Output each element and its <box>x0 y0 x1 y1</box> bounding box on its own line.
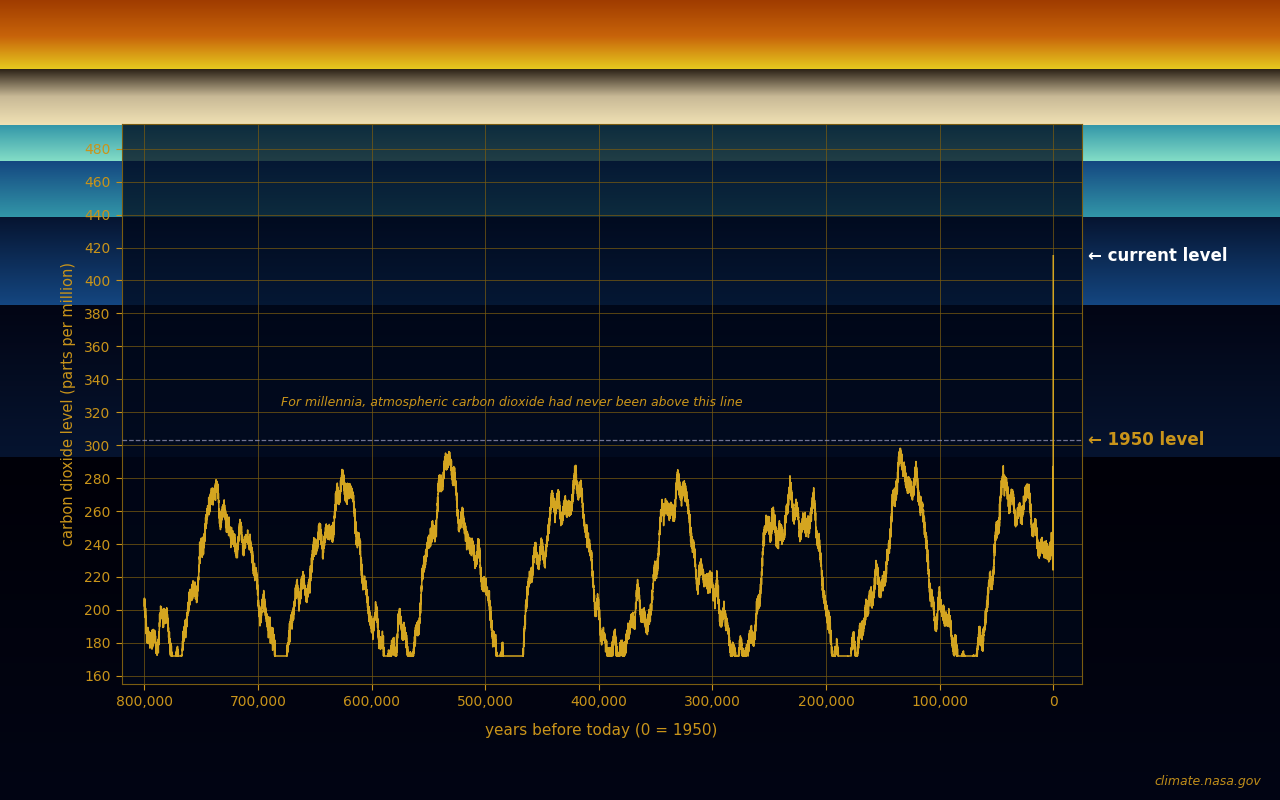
Text: ← 1950 level: ← 1950 level <box>1088 431 1204 450</box>
Text: ← current level: ← current level <box>1088 246 1228 265</box>
X-axis label: years before today (0 = 1950): years before today (0 = 1950) <box>485 723 718 738</box>
Text: climate.nasa.gov: climate.nasa.gov <box>1155 775 1261 788</box>
Text: For millennia, atmospheric carbon dioxide had never been above this line: For millennia, atmospheric carbon dioxid… <box>280 396 742 409</box>
Y-axis label: carbon dioxide level (parts per million): carbon dioxide level (parts per million) <box>60 262 76 546</box>
